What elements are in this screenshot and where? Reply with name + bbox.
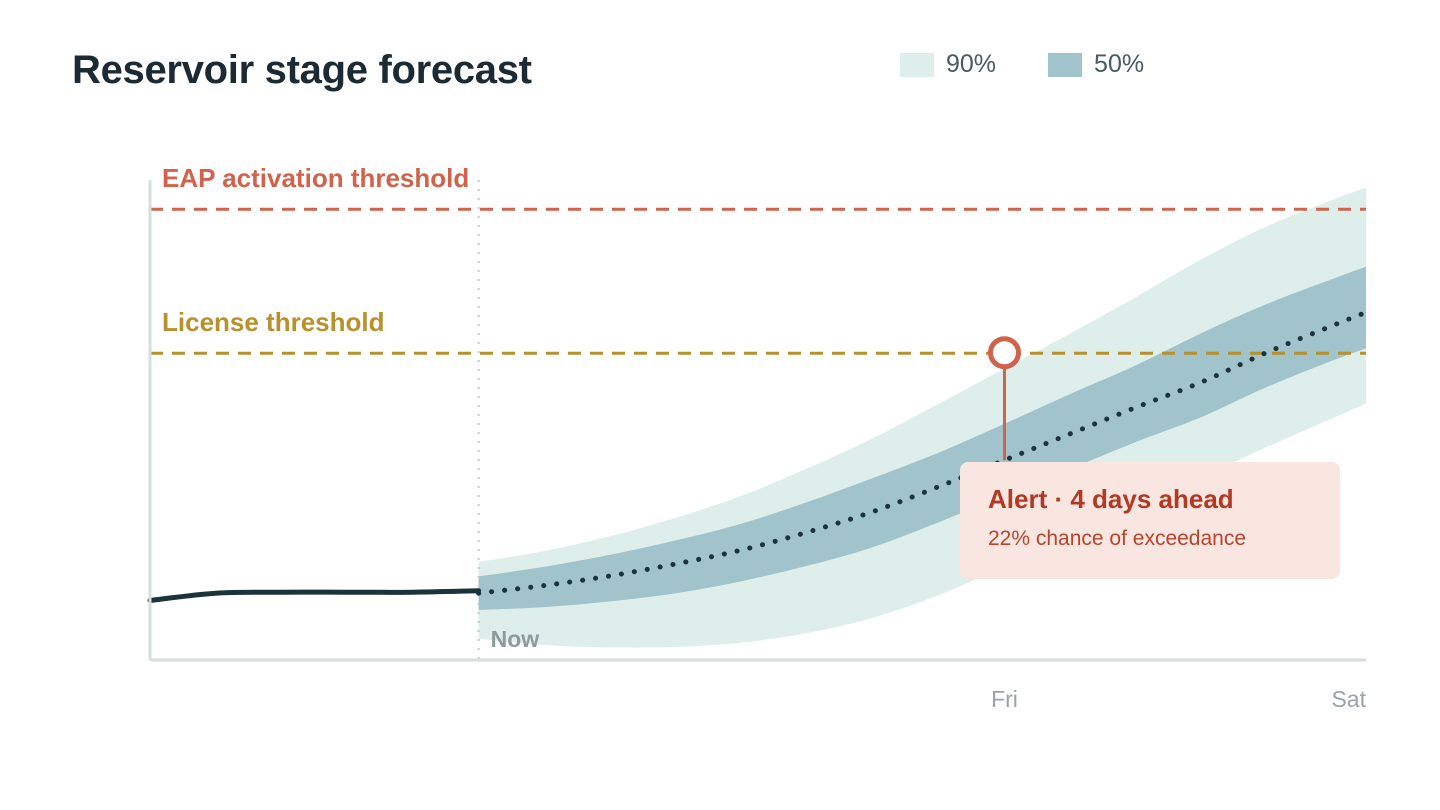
- alert-callout-subtitle: 22% chance of exceedance: [988, 527, 1247, 550]
- legend-item-50: 50%: [1048, 50, 1144, 79]
- legend-label-50: 50%: [1094, 50, 1145, 78]
- legend-label-90: 90%: [946, 50, 997, 78]
- eap-threshold-label: EAP activation threshold: [162, 163, 469, 193]
- median-forecast-line: [476, 309, 1369, 596]
- legend-swatch-90: [900, 52, 934, 77]
- tick-label-fri: Fri: [991, 686, 1018, 712]
- legend: 90% 50%: [900, 50, 1144, 79]
- band-90: [478, 187, 1367, 648]
- tick-label-sat: Sat: [1331, 686, 1366, 712]
- observed-line: [147, 588, 482, 603]
- alert-callout: Alert · 4 days ahead 22% chance of excee…: [960, 462, 1340, 579]
- alert-marker: [987, 336, 1021, 370]
- legend-swatch-50: [1048, 52, 1083, 77]
- band-50: [478, 266, 1367, 610]
- tick-label-now: Now: [491, 626, 540, 652]
- alert-callout-title: Alert · 4 days ahead: [988, 484, 1234, 514]
- chart-title: Reservoir stage forecast: [72, 48, 532, 92]
- license-threshold-label: License threshold: [162, 307, 385, 337]
- legend-item-90: 90%: [900, 50, 996, 79]
